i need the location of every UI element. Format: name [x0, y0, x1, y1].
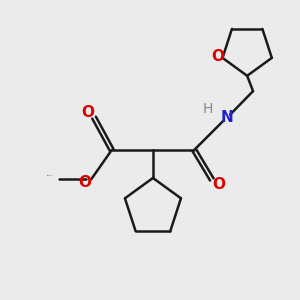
Text: H: H [202, 102, 213, 116]
Text: methoxy: methoxy [47, 174, 53, 176]
Text: O: O [81, 105, 94, 120]
Text: O: O [212, 177, 225, 192]
Text: N: N [220, 110, 233, 125]
Text: O: O [78, 175, 91, 190]
Text: O: O [212, 49, 225, 64]
